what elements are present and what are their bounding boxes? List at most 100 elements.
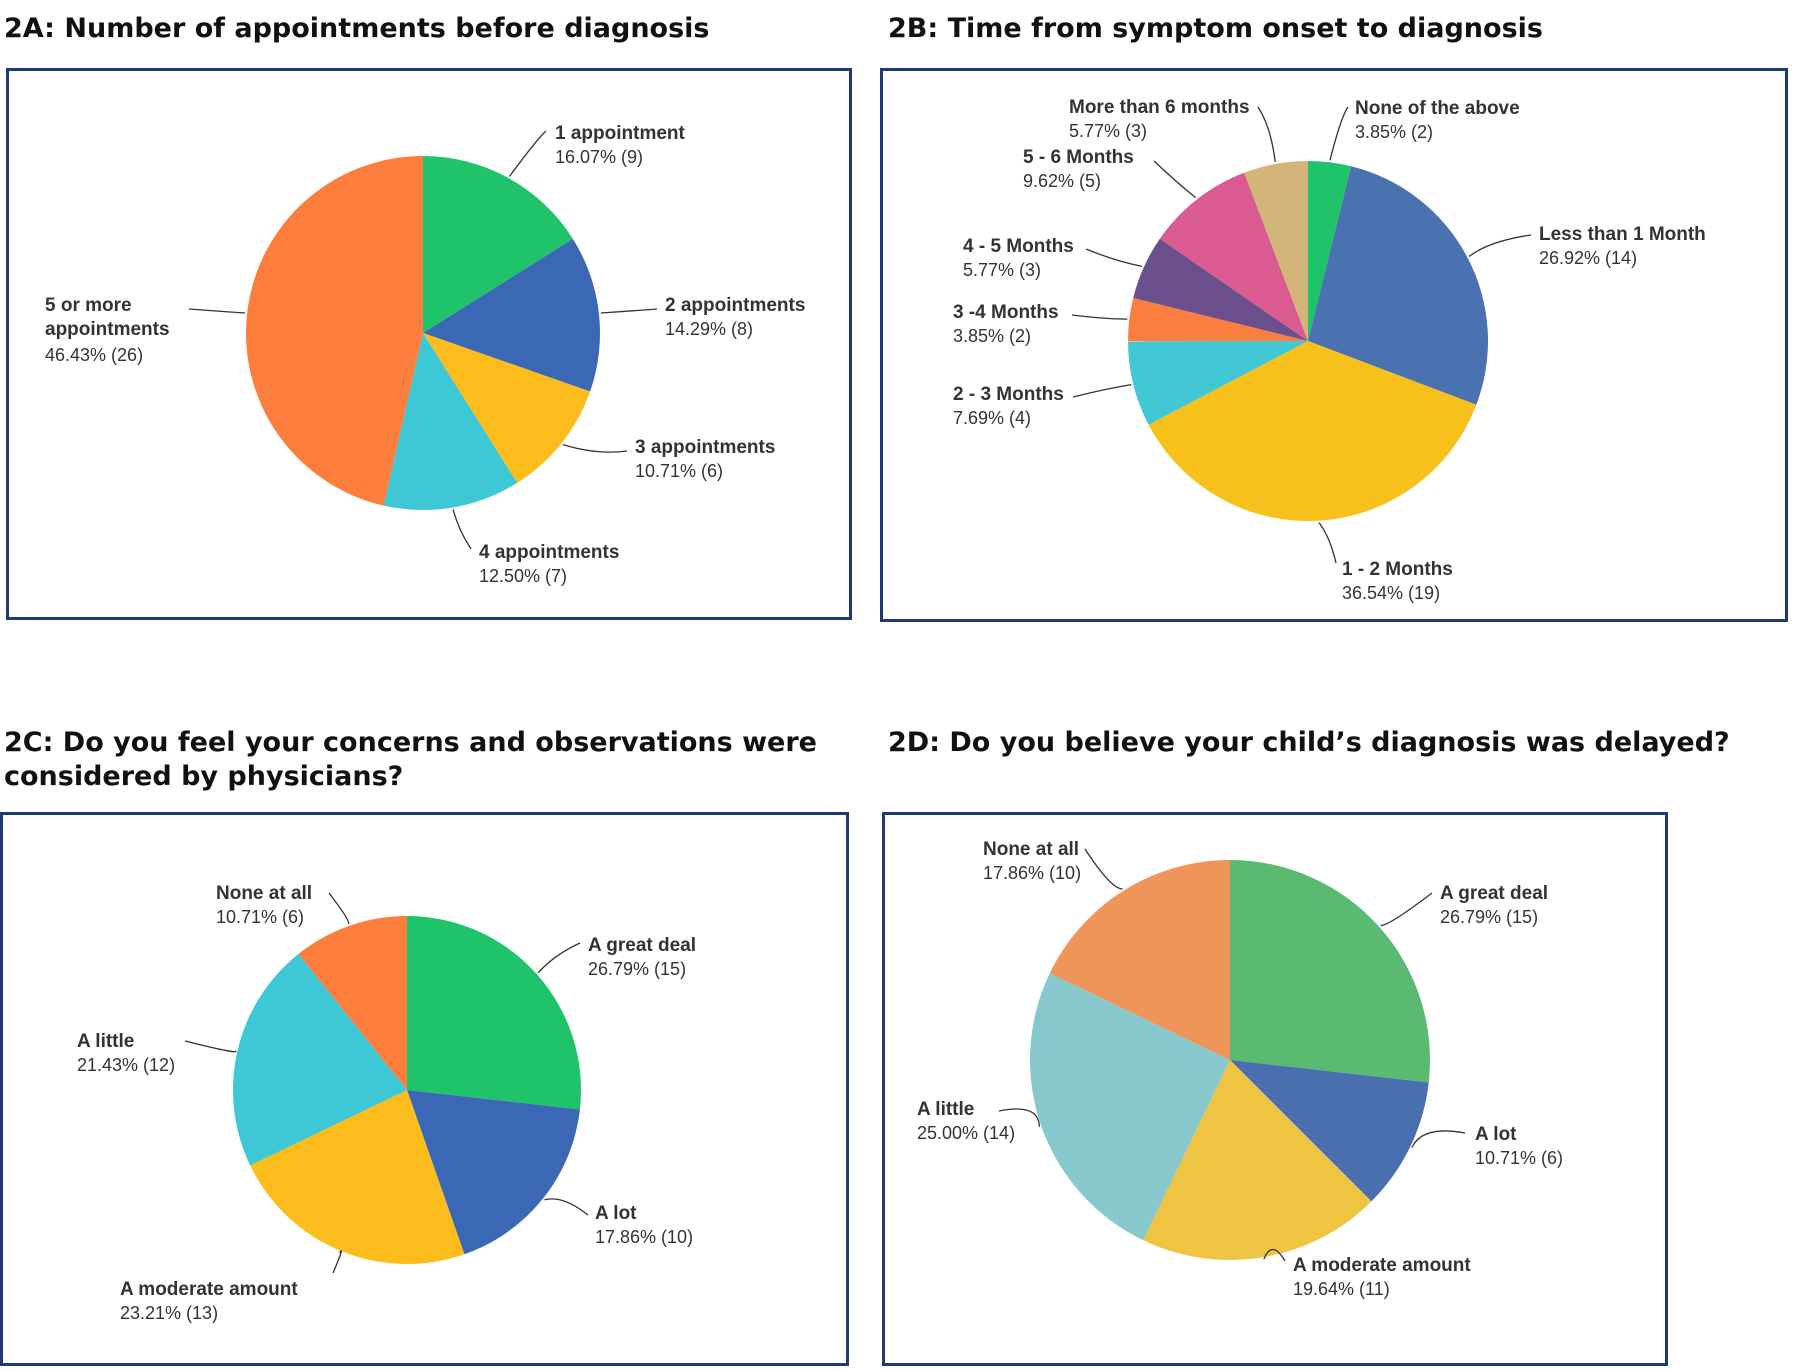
slice-label: A moderate amount <box>120 1279 298 1300</box>
slice-value-label: 10.71% (6) <box>635 461 723 481</box>
pie-slice-2-3-months <box>1128 341 1308 425</box>
chart-2d-panel: A great deal 26.79% (15) A lot 10.71% (6) A … <box>882 812 1668 1366</box>
slice-label: 2 - 3 Months <box>953 384 1064 405</box>
pie-slice-4-5-months <box>1133 238 1308 341</box>
slice-value-label: 7.69% (4) <box>953 408 1031 428</box>
slice-label: 4 appointments <box>479 542 619 563</box>
pie-slice-more-than-6-months <box>1244 161 1308 341</box>
slice-label: Less than 1 Month <box>1539 224 1706 245</box>
slice-label: A great deal <box>588 935 696 956</box>
pie-slice-a-moderate-amount <box>1143 1060 1372 1260</box>
leader-line <box>188 308 246 314</box>
chart-2c-title: 2C: Do you feel your concerns and observ… <box>4 727 817 792</box>
slice-value-label: 10.71% (6) <box>216 907 304 927</box>
leader-line <box>562 443 628 453</box>
slice-value-label: 25.00% (14) <box>917 1123 1015 1143</box>
slice-value-label: 5.77% (3) <box>1069 121 1147 141</box>
leader-line <box>1380 892 1433 927</box>
slice-label: 3 appointments <box>635 437 775 458</box>
leader-line <box>600 308 658 314</box>
slice-label: A little <box>77 1031 134 1052</box>
slice-value-label: 36.54% (19) <box>1342 583 1440 603</box>
pie-slice-5-6-months <box>1159 172 1308 341</box>
pie-slice-1-appointment <box>423 156 573 333</box>
slice-label: A moderate amount <box>1293 1255 1471 1276</box>
slice-value-label: 9.62% (5) <box>1023 171 1101 191</box>
slice-value-label: 21.43% (12) <box>77 1055 175 1075</box>
slice-label: 2 appointments <box>665 295 805 316</box>
slice-value-label: 10.71% (6) <box>1475 1148 1563 1168</box>
slice-value-label: 46.43% (26) <box>45 345 143 365</box>
leader-line <box>544 1198 589 1216</box>
leader-line <box>184 1040 237 1053</box>
pie-slice-none-at-all <box>298 916 407 1090</box>
pie-slice-5-or-more-appointments <box>246 156 423 506</box>
pie-slice-3-4-months <box>1128 297 1308 342</box>
leader-line <box>1153 160 1197 199</box>
slice-label: None of the above <box>1355 98 1520 119</box>
slice-value-label: 19.64% (11) <box>1293 1279 1390 1299</box>
leader-line <box>328 892 350 924</box>
leader-line <box>1318 522 1337 564</box>
chart-2c-panel: A great deal 26.79% (15) A lot 17.86% (10) A… <box>0 812 849 1366</box>
leader-line <box>537 942 581 974</box>
leader-line <box>1411 1130 1466 1148</box>
pie-slice-1-2-months <box>1148 341 1477 522</box>
slice-value-label: 14.29% (8) <box>665 319 753 339</box>
leader-line <box>1257 106 1276 163</box>
slice-label: None at all <box>983 839 1079 860</box>
slice-value-label: 3.85% (2) <box>1355 122 1433 142</box>
slice-value-label: 26.92% (14) <box>1539 248 1637 268</box>
leader-line <box>1263 1248 1286 1262</box>
slice-label: 5 or more appointments <box>45 295 170 340</box>
chart-2a-panel: 1 appointment 16.07% (9) 2 appointments 14.… <box>6 68 852 620</box>
pie-slice-a-lot <box>1230 1060 1429 1202</box>
slice-value-label: 5.77% (3) <box>963 260 1041 280</box>
slice-label: 3 -4 Months <box>953 302 1059 323</box>
pie-slice-a-great-deal <box>1230 860 1430 1083</box>
leader-line <box>509 130 547 177</box>
leader-line <box>1084 848 1123 890</box>
pie-slice-none-at-all <box>1049 860 1230 1060</box>
leader-line <box>998 1108 1040 1127</box>
slice-value-label: 23.21% (13) <box>120 1303 218 1323</box>
chart-2b-panel: None of the above 3.85% (2) Less than 1 Mo… <box>880 68 1788 622</box>
slice-label: 4 - 5 Months <box>963 236 1074 257</box>
slice-label: A great deal <box>1440 883 1548 904</box>
leader-line <box>1329 106 1349 161</box>
leader-line <box>1072 383 1132 398</box>
leader-line <box>1468 234 1532 257</box>
pie-slice-4-appointments <box>383 333 518 510</box>
leader-line <box>1085 248 1143 267</box>
chart-2b-title: 2B: Time from symptom onset to diagnosis <box>888 13 1543 44</box>
chart-2a-pie: 1 appointment 16.07% (9) 2 appointments 14.… <box>45 123 805 586</box>
slice-label: A lot <box>1475 1124 1517 1145</box>
pie-slice-3-appointments <box>423 333 591 483</box>
pie-slice-a-lot <box>407 1090 580 1255</box>
pie-slice-none-of-the-above <box>1308 161 1352 341</box>
chart-2d-pie: A great deal 26.79% (15) A lot 10.71% (6) A … <box>917 839 1563 1299</box>
pie-slice-a-moderate-amount <box>250 1090 465 1264</box>
slice-value-label: 16.07% (9) <box>555 147 643 167</box>
leader-line <box>1071 314 1128 320</box>
slice-value-label: 3.85% (2) <box>953 326 1031 346</box>
slice-value-label: 12.50% (7) <box>479 566 567 586</box>
chart-2a-title: 2A: Number of appointments before diagno… <box>4 13 710 44</box>
slice-label: 1 - 2 Months <box>1342 559 1453 580</box>
slice-label: None at all <box>216 883 312 904</box>
leader-line <box>332 1250 342 1274</box>
slice-value-label: 26.79% (15) <box>1440 907 1538 927</box>
slice-label: 1 appointment <box>555 123 686 144</box>
pie-slice-less-than-1-month <box>1308 166 1488 405</box>
slice-label: 5 - 6 Months <box>1023 147 1134 168</box>
leader-line <box>452 509 472 550</box>
slice-label: A lot <box>595 1203 637 1224</box>
slice-value-label: 17.86% (10) <box>595 1227 693 1247</box>
slice-value-label: 26.79% (15) <box>588 959 686 979</box>
pie-slice-a-little <box>233 953 407 1166</box>
chart-2d-title: 2D: Do you believe your child’s diagnosi… <box>888 727 1730 758</box>
pie-slice-a-little <box>1030 973 1230 1241</box>
slice-value-label: 17.86% (10) <box>983 863 1081 883</box>
pie-slice-2-appointments <box>423 238 600 392</box>
chart-2b-pie: None of the above 3.85% (2) Less than 1 Mo… <box>953 97 1706 603</box>
